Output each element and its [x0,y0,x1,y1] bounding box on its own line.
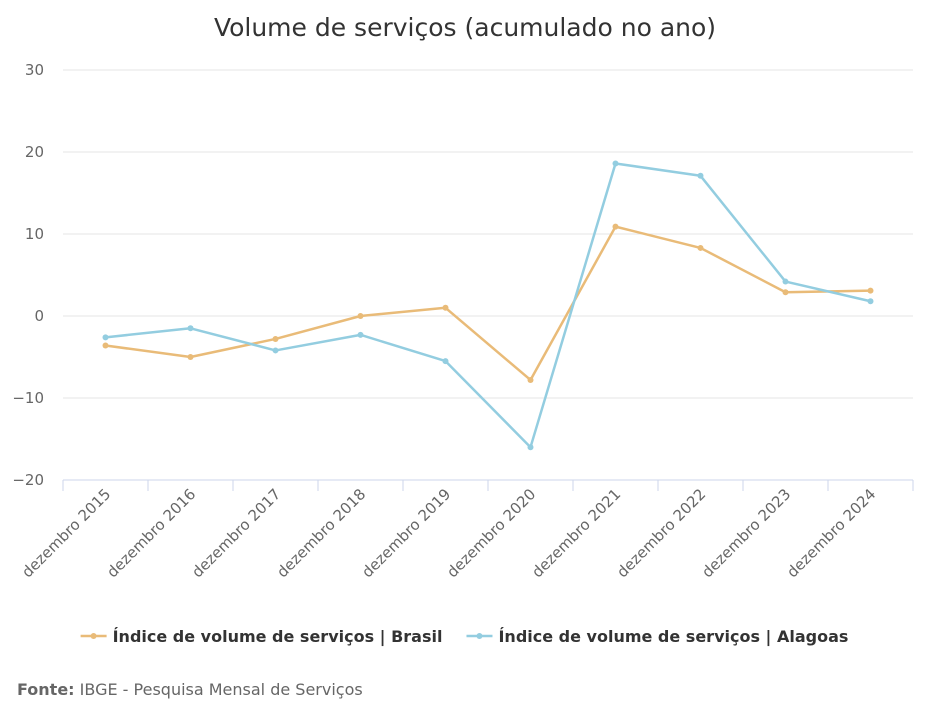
x-tick-label: dezembro 2019 [358,485,454,581]
series [102,160,874,451]
data-point[interactable] [782,278,789,285]
x-tick-label: dezembro 2020 [443,485,539,581]
x-tick-label: dezembro 2016 [103,485,199,581]
series-alagoas[interactable] [102,160,874,451]
x-tick-label: dezembro 2015 [18,485,114,581]
legend-label: Índice de volume de serviços | Brasil [113,627,443,647]
data-point[interactable] [357,313,364,319]
data-point[interactable] [102,342,109,349]
data-point[interactable] [272,347,279,354]
series-line[interactable] [104,225,872,382]
x-tick-label: dezembro 2018 [273,485,369,581]
data-point[interactable] [612,160,619,167]
source-label: Fonte: [17,680,75,699]
x-tick-label: dezembro 2022 [613,485,709,581]
source-note: Fonte: IBGE - Pesquisa Mensal de Serviço… [17,680,363,699]
data-point[interactable] [442,304,449,311]
gridlines [63,69,913,399]
source-text: IBGE - Pesquisa Mensal de Serviços [79,680,363,699]
data-point[interactable] [272,335,279,342]
x-tick-label: dezembro 2024 [783,485,879,581]
data-point[interactable] [612,223,619,230]
y-tick-label: −10 [12,389,44,407]
data-point[interactable] [782,289,789,296]
data-point[interactable] [867,287,874,294]
line-chart: Volume de serviços (acumulado no ano) 30… [12,13,914,647]
x-tick-label: dezembro 2021 [528,485,624,581]
data-point[interactable] [697,172,704,179]
data-point[interactable] [527,444,534,451]
y-tick-label: 30 [25,61,44,79]
y-tick-label: 10 [25,225,44,243]
legend[interactable]: Índice de volume de serviços | Brasil Índ… [80,627,849,647]
y-axis: 30 20 10 0 −10 −20 [12,61,44,489]
data-point[interactable] [187,354,194,360]
series-brasil[interactable] [102,223,874,383]
y-tick-label: −20 [12,471,44,489]
data-point[interactable] [527,376,534,383]
data-point[interactable] [867,298,874,305]
data-point[interactable] [697,244,704,251]
data-point[interactable] [187,325,194,332]
legend-label: Índice de volume de serviços | Alagoas [498,627,848,647]
data-point[interactable] [102,334,109,341]
x-tick-label: dezembro 2023 [698,485,794,581]
legend-marker [90,633,97,639]
legend-marker [476,633,483,639]
data-point[interactable] [357,331,364,338]
x-tick-label: dezembro 2017 [188,485,284,581]
chart-title: Volume de serviços (acumulado no ano) [214,13,716,42]
legend-item-alagoas[interactable]: Índice de volume de serviços | Alagoas [466,627,848,647]
series-line[interactable] [104,162,872,449]
y-tick-label: 0 [34,307,44,325]
data-point[interactable] [442,358,449,365]
y-tick-label: 20 [25,143,44,161]
legend-item-brasil[interactable]: Índice de volume de serviços | Brasil [80,627,443,647]
